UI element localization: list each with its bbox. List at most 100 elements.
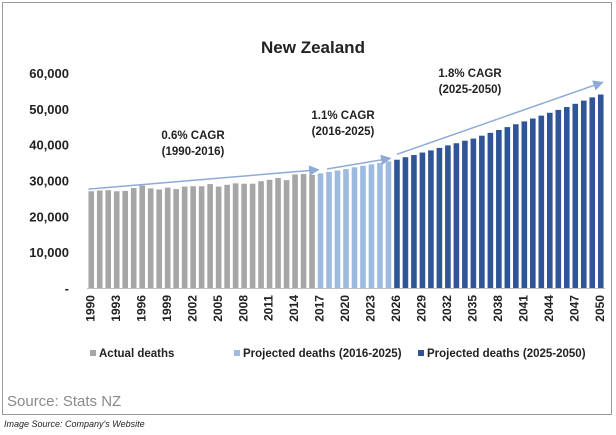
legend-swatch — [234, 350, 240, 356]
bar — [394, 159, 400, 288]
y-tick-label: - — [65, 281, 69, 296]
chart-title: New Zealand — [261, 38, 365, 57]
bar — [343, 169, 349, 288]
x-tick-label: 2044 — [542, 295, 556, 322]
x-tick-label: 2047 — [567, 295, 581, 322]
bar — [181, 186, 188, 288]
bar — [377, 162, 383, 288]
y-axis: - 10,000 20,000 30,000 40,000 50,000 60,000 — [29, 66, 69, 296]
x-tick-label: 2002 — [185, 295, 199, 322]
bar — [402, 157, 409, 288]
x-tick-label: 2032 — [440, 295, 454, 322]
trend-arrow — [326, 154, 392, 170]
y-tick-label: 10,000 — [29, 245, 69, 260]
x-axis: 1990 1993 1996 1999 2002 2005 2008 2011 2014 2017… — [83, 288, 607, 322]
bar — [334, 170, 341, 288]
image-caption: Image Source: Company's Website — [4, 419, 145, 429]
legend-label: Projected deaths (2025-2050) — [427, 348, 586, 360]
cagr-rate-label: 1.1% CAGR — [311, 110, 375, 122]
bar — [360, 165, 366, 288]
bar — [292, 174, 298, 288]
x-tick-label: 1990 — [83, 295, 97, 322]
chart-frame: New Zealand - 10,000 20,000 30,000 40,000 50,… — [2, 2, 612, 415]
y-tick-label: 20,000 — [29, 209, 69, 224]
bar — [351, 167, 358, 288]
bar — [249, 183, 256, 288]
bar — [173, 189, 179, 288]
legend-swatch — [418, 350, 424, 356]
bar — [156, 189, 162, 288]
x-tick-label: 1993 — [109, 295, 123, 322]
bar — [258, 181, 264, 288]
bar — [207, 184, 213, 288]
trend-arrows — [88, 80, 604, 190]
x-tick-label: 2023 — [364, 295, 378, 322]
bar — [113, 191, 120, 288]
x-tick-label: 2035 — [466, 295, 480, 322]
y-tick-label: 40,000 — [29, 138, 69, 153]
legend-label: Actual deaths — [99, 348, 174, 360]
x-tick-label: 2041 — [516, 295, 530, 322]
x-tick-label: 2005 — [211, 295, 225, 322]
cagr-rate-label: 0.6% CAGR — [161, 130, 225, 142]
bar — [487, 132, 494, 288]
legend-label: Projected deaths (2016-2025) — [243, 348, 402, 360]
x-tick-label: 2008 — [236, 295, 250, 322]
y-tick-label: 60,000 — [29, 66, 69, 81]
bar — [530, 118, 536, 288]
x-tick-label: 2026 — [389, 295, 403, 322]
bar — [411, 155, 417, 288]
bar — [368, 164, 375, 288]
bar — [572, 103, 579, 288]
bar — [130, 188, 137, 288]
bar — [215, 186, 222, 288]
bar — [496, 129, 502, 288]
x-tick-label: 2011 — [262, 295, 276, 321]
bar — [597, 94, 604, 288]
bar — [300, 174, 307, 288]
bar — [96, 190, 103, 288]
bar — [479, 135, 485, 288]
bar — [224, 184, 230, 288]
cagr-annotations: 0.6% CAGR (1990-2016) 1.1% CAGR (2016-2025)… — [161, 68, 502, 158]
bar — [555, 109, 562, 289]
source-note: Source: Stats NZ — [7, 393, 122, 410]
bar — [317, 173, 324, 288]
bar — [147, 188, 154, 288]
bar — [513, 124, 519, 288]
bars — [88, 94, 604, 289]
bar — [589, 97, 596, 288]
bar — [470, 138, 477, 288]
x-tick-label: 1999 — [160, 295, 174, 322]
x-tick-label: 2050 — [593, 295, 607, 322]
bar — [122, 190, 129, 288]
x-tick-label: 2017 — [313, 295, 327, 322]
cagr-period-label: (2025-2050) — [439, 84, 502, 96]
bar — [105, 190, 112, 288]
bar — [326, 171, 332, 288]
x-tick-label: 2014 — [287, 295, 301, 322]
cagr-period-label: (1990-2016) — [162, 146, 225, 158]
cagr-rate-label: 1.8% CAGR — [438, 68, 502, 80]
bar — [419, 152, 426, 288]
bar — [436, 147, 443, 288]
cagr-period-label: (2016-2025) — [312, 126, 375, 138]
bar — [580, 100, 587, 288]
y-tick-label: 50,000 — [29, 102, 69, 117]
bar — [232, 183, 239, 288]
x-tick-label: 1996 — [134, 295, 148, 322]
bar — [266, 179, 273, 288]
x-tick-label: 2020 — [338, 295, 352, 322]
bar — [190, 186, 196, 288]
bar — [385, 161, 392, 288]
bar — [241, 183, 247, 288]
legend-swatch — [90, 350, 96, 356]
bar — [164, 187, 171, 288]
bar — [547, 112, 553, 289]
bar — [504, 127, 511, 288]
bar — [283, 180, 290, 288]
bar — [88, 191, 95, 288]
bar — [538, 115, 545, 289]
x-tick-label: 2029 — [415, 295, 429, 322]
bar — [275, 177, 281, 288]
